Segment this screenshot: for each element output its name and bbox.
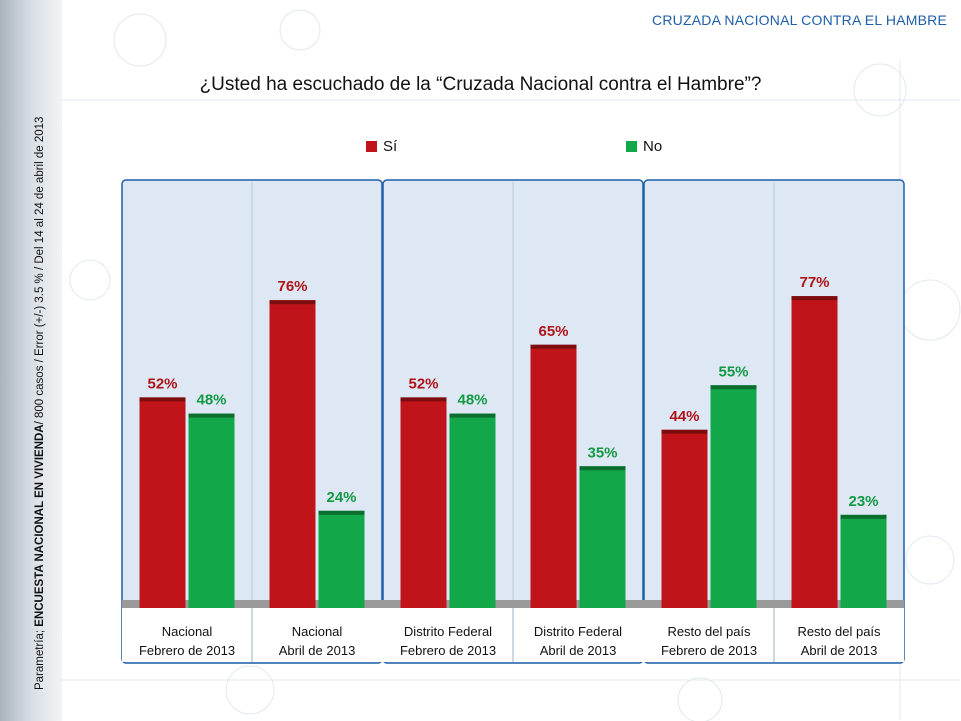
- bar-top-si: [661, 429, 708, 434]
- category-label: Abril de 2013: [801, 643, 878, 658]
- bar-no: [318, 510, 365, 608]
- data-label-si: 52%: [147, 375, 177, 392]
- bar-top-si: [791, 296, 838, 301]
- bar-top-no: [710, 385, 757, 390]
- data-label-si: 44%: [669, 408, 699, 425]
- data-label-no: 35%: [587, 444, 617, 461]
- legend-swatch-si: [366, 141, 377, 152]
- bar-si: [530, 344, 577, 608]
- data-label-si: 77%: [799, 274, 829, 291]
- legend-label-no: No: [643, 138, 663, 155]
- data-label-no: 24%: [326, 489, 356, 506]
- data-label-si: 65%: [538, 323, 568, 340]
- bar-top-si: [530, 344, 577, 349]
- bar-top-si: [139, 397, 186, 402]
- category-label: Resto del país: [667, 624, 751, 639]
- data-label-no: 55%: [718, 363, 748, 380]
- category-label: Distrito Federal: [404, 624, 492, 639]
- data-label-no: 48%: [457, 392, 487, 409]
- chart-floor: [122, 600, 904, 608]
- legend-swatch-no: [626, 141, 637, 152]
- bar-no: [579, 466, 626, 608]
- legend-item-no: No: [626, 138, 662, 155]
- category-label: Nacional: [162, 624, 213, 639]
- bar-top-no: [840, 514, 887, 519]
- category-label: Abril de 2013: [279, 643, 356, 658]
- legend-label-si: Sí: [383, 138, 398, 155]
- category-label: Distrito Federal: [534, 624, 622, 639]
- bar-top-no: [318, 510, 365, 515]
- header-title: CRUZADA NACIONAL CONTRA EL HAMBRE: [652, 12, 947, 28]
- bar-si: [661, 429, 708, 608]
- bar-no: [710, 385, 757, 608]
- legend-item-si: Sí: [366, 138, 397, 155]
- bar-si: [791, 296, 838, 608]
- bar-si: [400, 397, 447, 608]
- bar-top-no: [579, 466, 626, 471]
- category-label: Nacional: [292, 624, 343, 639]
- category-label: Abril de 2013: [540, 643, 617, 658]
- bar-top-si: [400, 397, 447, 402]
- category-label: Febrero de 2013: [661, 643, 757, 658]
- bar-top-no: [188, 413, 235, 418]
- data-label-si: 76%: [277, 278, 307, 295]
- data-label-no: 23%: [848, 493, 878, 510]
- bar-top-no: [449, 413, 496, 418]
- bar-no: [188, 413, 235, 608]
- bar-no: [840, 514, 887, 608]
- bar-no: [449, 413, 496, 608]
- bar-si: [139, 397, 186, 608]
- category-label: Febrero de 2013: [400, 643, 496, 658]
- bar-si: [269, 300, 316, 608]
- chart-title: ¿Usted ha escuchado de la “Cruzada Nacio…: [199, 74, 762, 95]
- bar-top-si: [269, 300, 316, 305]
- data-label-no: 48%: [196, 392, 226, 409]
- category-label: Resto del país: [797, 624, 881, 639]
- category-label: Febrero de 2013: [139, 643, 235, 658]
- data-label-si: 52%: [408, 375, 438, 392]
